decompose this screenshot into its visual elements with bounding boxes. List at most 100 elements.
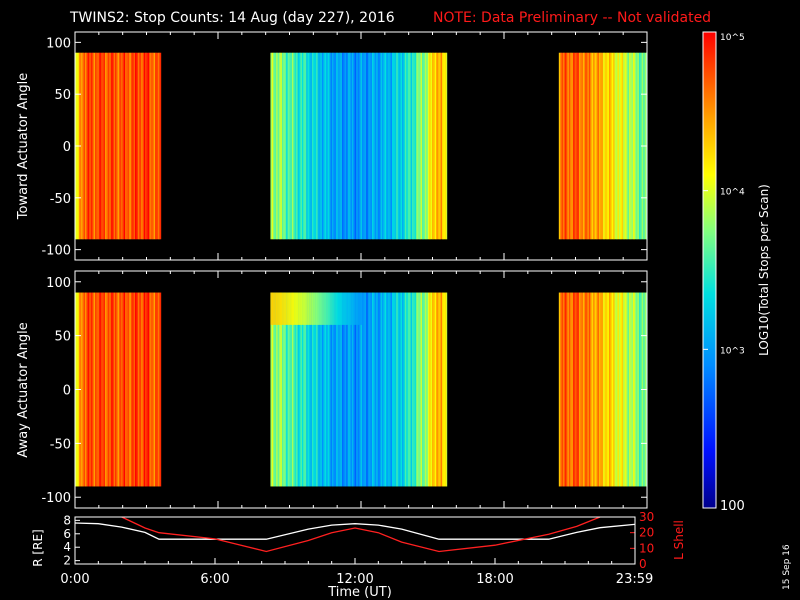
- heatmap-column: [130, 292, 133, 487]
- heatmap-column: [616, 292, 618, 487]
- heatmap-column: [289, 52, 291, 240]
- heatmap-column: [102, 52, 104, 240]
- heatmap-column: [561, 292, 564, 487]
- heatmap-column: [603, 292, 605, 487]
- heatmap-column: [587, 292, 590, 487]
- heatmap-column: [349, 52, 351, 240]
- heatmap-column: [376, 292, 379, 487]
- heatmap-column: [600, 52, 603, 240]
- heatmap-column: [608, 52, 611, 240]
- heatmap-column: [350, 292, 353, 487]
- heatmap-column: [585, 292, 588, 487]
- heatmap-column: [153, 52, 156, 240]
- heatmap-column: [149, 292, 152, 487]
- heatmap-column: [90, 52, 93, 240]
- heatmap-column: [432, 292, 434, 487]
- heatmap-column: [391, 52, 394, 240]
- heatmap-column: [293, 52, 296, 240]
- heatmap-column: [570, 52, 573, 240]
- heatmap-column: [313, 292, 316, 487]
- heatmap-column: [597, 52, 600, 240]
- heatmap-band-cell: [339, 292, 342, 325]
- heatmap-column: [427, 292, 430, 487]
- heatmap-column: [97, 52, 100, 240]
- heatmap-column: [103, 52, 106, 240]
- heatmap-column: [329, 52, 331, 240]
- heatmap-column: [583, 292, 585, 487]
- heatmap-column: [593, 292, 595, 487]
- lshell-line: [121, 516, 601, 553]
- heatmap-column: [83, 292, 86, 487]
- heatmap-column: [413, 52, 416, 240]
- heatmap-column: [296, 52, 298, 240]
- heatmap-column: [414, 52, 417, 240]
- heatmap-column: [115, 292, 117, 487]
- toward-panel-frame: [74, 31, 648, 261]
- heatmap-column: [351, 292, 354, 487]
- heatmap-band-cell: [333, 292, 336, 325]
- heatmap-column: [281, 52, 284, 240]
- heatmap-column: [327, 52, 330, 240]
- heatmap-column: [573, 52, 575, 240]
- heatmap-column: [594, 292, 597, 487]
- heatmap-band-cell: [304, 292, 308, 325]
- heatmap-column: [627, 292, 630, 487]
- heatmap-column: [143, 52, 146, 240]
- heatmap-column: [123, 292, 126, 487]
- heatmap-column: [369, 292, 371, 487]
- heatmap-column: [157, 52, 160, 240]
- heatmap-column: [414, 292, 417, 487]
- heatmap-column: [416, 292, 419, 487]
- heatmap-column: [109, 52, 112, 240]
- heatmap-column: [416, 52, 419, 240]
- heatmap-column: [633, 52, 636, 240]
- orbit-right-tick-label: 10: [639, 541, 654, 555]
- heatmap-band-cell: [312, 292, 315, 325]
- heatmap-column: [442, 52, 444, 240]
- heatmap-column: [630, 292, 633, 487]
- heatmap-column: [620, 292, 623, 487]
- heatmap-column: [89, 292, 92, 487]
- heatmap-column: [565, 52, 568, 240]
- away-panel-frame: [74, 270, 648, 509]
- heatmap-column: [563, 52, 565, 240]
- heatmap-column: [621, 292, 624, 487]
- heatmap-column: [333, 292, 336, 487]
- heatmap-band-cell: [335, 292, 338, 325]
- heatmap-column: [143, 292, 146, 487]
- x-tick-label: 18:00: [476, 572, 513, 587]
- heatmap-column: [299, 292, 301, 487]
- date-stamp: 15 Sep 16: [782, 544, 792, 590]
- heatmap-column: [437, 292, 440, 487]
- heatmap-column: [107, 52, 110, 240]
- heatmap-column: [598, 292, 601, 487]
- heatmap-column: [326, 292, 329, 487]
- heatmap-column: [126, 52, 129, 240]
- heatmap-column: [287, 292, 290, 487]
- heatmap-column: [379, 292, 381, 487]
- heatmap-column: [606, 292, 608, 487]
- heatmap-column: [316, 292, 319, 487]
- heatmap-column: [403, 52, 406, 240]
- heatmap-column: [306, 292, 309, 487]
- heatmap-column: [359, 52, 361, 240]
- heatmap-column: [276, 292, 278, 487]
- heatmap-column: [631, 52, 634, 240]
- heatmap-column: [330, 52, 333, 240]
- heatmap-column: [394, 52, 397, 240]
- heatmap-band-cell: [316, 292, 319, 325]
- colorbar-tick-label: 10^4: [720, 188, 745, 198]
- heatmap-column: [323, 52, 326, 240]
- heatmap-column: [341, 52, 344, 240]
- heatmap-column: [573, 292, 575, 487]
- orbit-left-tick-label: 4: [63, 540, 71, 554]
- heatmap-column: [122, 52, 125, 240]
- heatmap-column: [85, 52, 87, 240]
- heatmap-column: [565, 292, 568, 487]
- heatmap-column: [136, 52, 139, 240]
- heatmap-column: [297, 292, 300, 487]
- heatmap-column: [396, 292, 399, 487]
- heatmap-column: [630, 52, 633, 240]
